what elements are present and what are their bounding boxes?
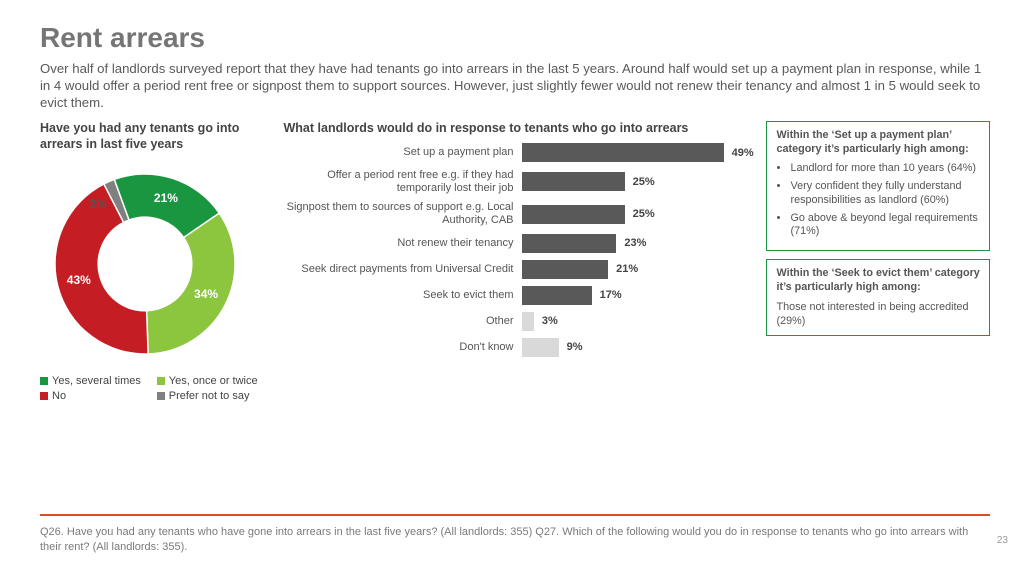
legend-item: No [40, 390, 153, 402]
callout-bullet: Go above & beyond legal requirements (71… [790, 212, 980, 240]
bar-label: Seek direct payments from Universal Cred… [284, 263, 522, 276]
legend-swatch [40, 392, 48, 400]
bar-fill [522, 172, 625, 191]
callout-column: Within the ‘Set up a payment plan’ categ… [766, 121, 990, 401]
columns: Have you had any tenants go into arrears… [40, 121, 990, 401]
callout-title: Within the ‘Seek to evict them’ category… [776, 267, 980, 295]
bar-row: Set up a payment plan 49% [284, 143, 753, 162]
callout-body: Those not interested in being accredited… [776, 301, 980, 329]
bar-track: 17% [522, 286, 753, 305]
bar-value: 25% [629, 172, 655, 191]
donut-slice-label: 43% [67, 273, 91, 287]
donut-slice-label: 34% [194, 287, 218, 301]
legend-item: Yes, once or twice [157, 375, 270, 387]
callout-list: Landlord for more than 10 years (64%) Ver… [790, 162, 980, 239]
page-number: 23 [997, 535, 1008, 546]
bar-row: Seek direct payments from Universal Cred… [284, 260, 753, 279]
bar-fill [522, 312, 534, 331]
bar-row: Offer a period rent free e.g. if they ha… [284, 169, 753, 194]
bar-row: Signpost them to sources of support e.g.… [284, 201, 753, 226]
legend-label: No [52, 390, 66, 402]
bar-row: Other 3% [284, 312, 753, 331]
bar-fill [522, 286, 592, 305]
page-title: Rent arrears [40, 22, 990, 54]
donut-legend: Yes, several times Yes, once or twice No Pr… [40, 375, 270, 402]
legend-label: Yes, several times [52, 375, 141, 387]
bar-value: 3% [538, 312, 558, 331]
callout-bullet: Landlord for more than 10 years (64%) [790, 162, 980, 176]
legend-item: Yes, several times [40, 375, 153, 387]
legend-label: Yes, once or twice [169, 375, 258, 387]
bar-label: Not renew their tenancy [284, 237, 522, 250]
bar-track: 49% [522, 143, 753, 162]
bar-chart: Set up a payment plan 49% Offer a period r… [284, 143, 753, 357]
donut-column: Have you had any tenants go into arrears… [40, 121, 270, 401]
bar-track: 25% [522, 172, 753, 191]
donut-chart: 21% 34% 43% 2% [40, 159, 250, 369]
bar-fill [522, 260, 609, 279]
bar-fill [522, 338, 559, 357]
bar-track: 9% [522, 338, 753, 357]
footnote-text: Q26. Have you had any tenants who have g… [40, 525, 974, 554]
bar-track: 3% [522, 312, 753, 331]
bar-value: 9% [563, 338, 583, 357]
bar-fill [522, 143, 724, 162]
bar-value: 25% [629, 205, 655, 224]
bar-value: 17% [596, 286, 622, 305]
bar-heading: What landlords would do in response to t… [284, 121, 753, 137]
bar-track: 25% [522, 205, 753, 224]
bar-value: 21% [612, 260, 638, 279]
bar-value: 23% [620, 234, 646, 253]
donut-heading: Have you had any tenants go into arrears… [40, 121, 270, 152]
bar-track: 21% [522, 260, 753, 279]
bar-row: Don't know 9% [284, 338, 753, 357]
bar-column: What landlords would do in response to t… [284, 121, 753, 401]
legend-item: Prefer not to say [157, 390, 270, 402]
slide: Rent arrears Over half of landlords surv… [0, 0, 1024, 576]
legend-swatch [157, 392, 165, 400]
divider-rule [40, 514, 990, 516]
bar-label: Signpost them to sources of support e.g.… [284, 201, 522, 226]
donut-slice-label: 21% [154, 191, 178, 205]
bar-label: Don't know [284, 341, 522, 354]
bar-fill [522, 234, 617, 253]
bar-label: Set up a payment plan [284, 146, 522, 159]
donut-slice-label: 2% [90, 197, 107, 211]
bar-label: Offer a period rent free e.g. if they ha… [284, 169, 522, 194]
legend-swatch [40, 377, 48, 385]
lede-text: Over half of landlords surveyed report t… [40, 60, 990, 111]
callout-box: Within the ‘Set up a payment plan’ categ… [766, 121, 990, 251]
bar-fill [522, 205, 625, 224]
bar-row: Not renew their tenancy 23% [284, 234, 753, 253]
legend-label: Prefer not to say [169, 390, 250, 402]
bar-label: Other [284, 315, 522, 328]
callout-title: Within the ‘Set up a payment plan’ categ… [776, 129, 980, 157]
callout-box: Within the ‘Seek to evict them’ category… [766, 259, 990, 336]
bar-value: 49% [728, 143, 754, 162]
bar-label: Seek to evict them [284, 289, 522, 302]
callout-bullet: Very confident they fully understand res… [790, 180, 980, 208]
bar-row: Seek to evict them 17% [284, 286, 753, 305]
legend-swatch [157, 377, 165, 385]
bar-track: 23% [522, 234, 753, 253]
